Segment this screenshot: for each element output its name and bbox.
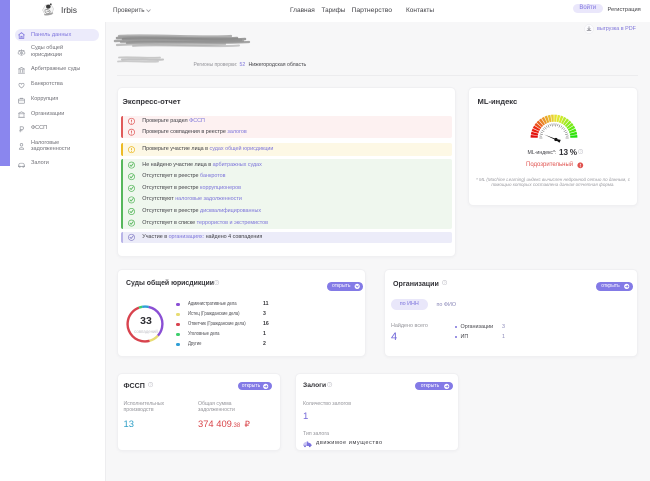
svg-text:?: ? — [329, 383, 331, 387]
svg-text:?: ? — [579, 150, 581, 154]
svg-text:?: ? — [149, 383, 151, 387]
svg-text:?: ? — [443, 281, 445, 285]
svg-text:?: ? — [216, 281, 218, 285]
